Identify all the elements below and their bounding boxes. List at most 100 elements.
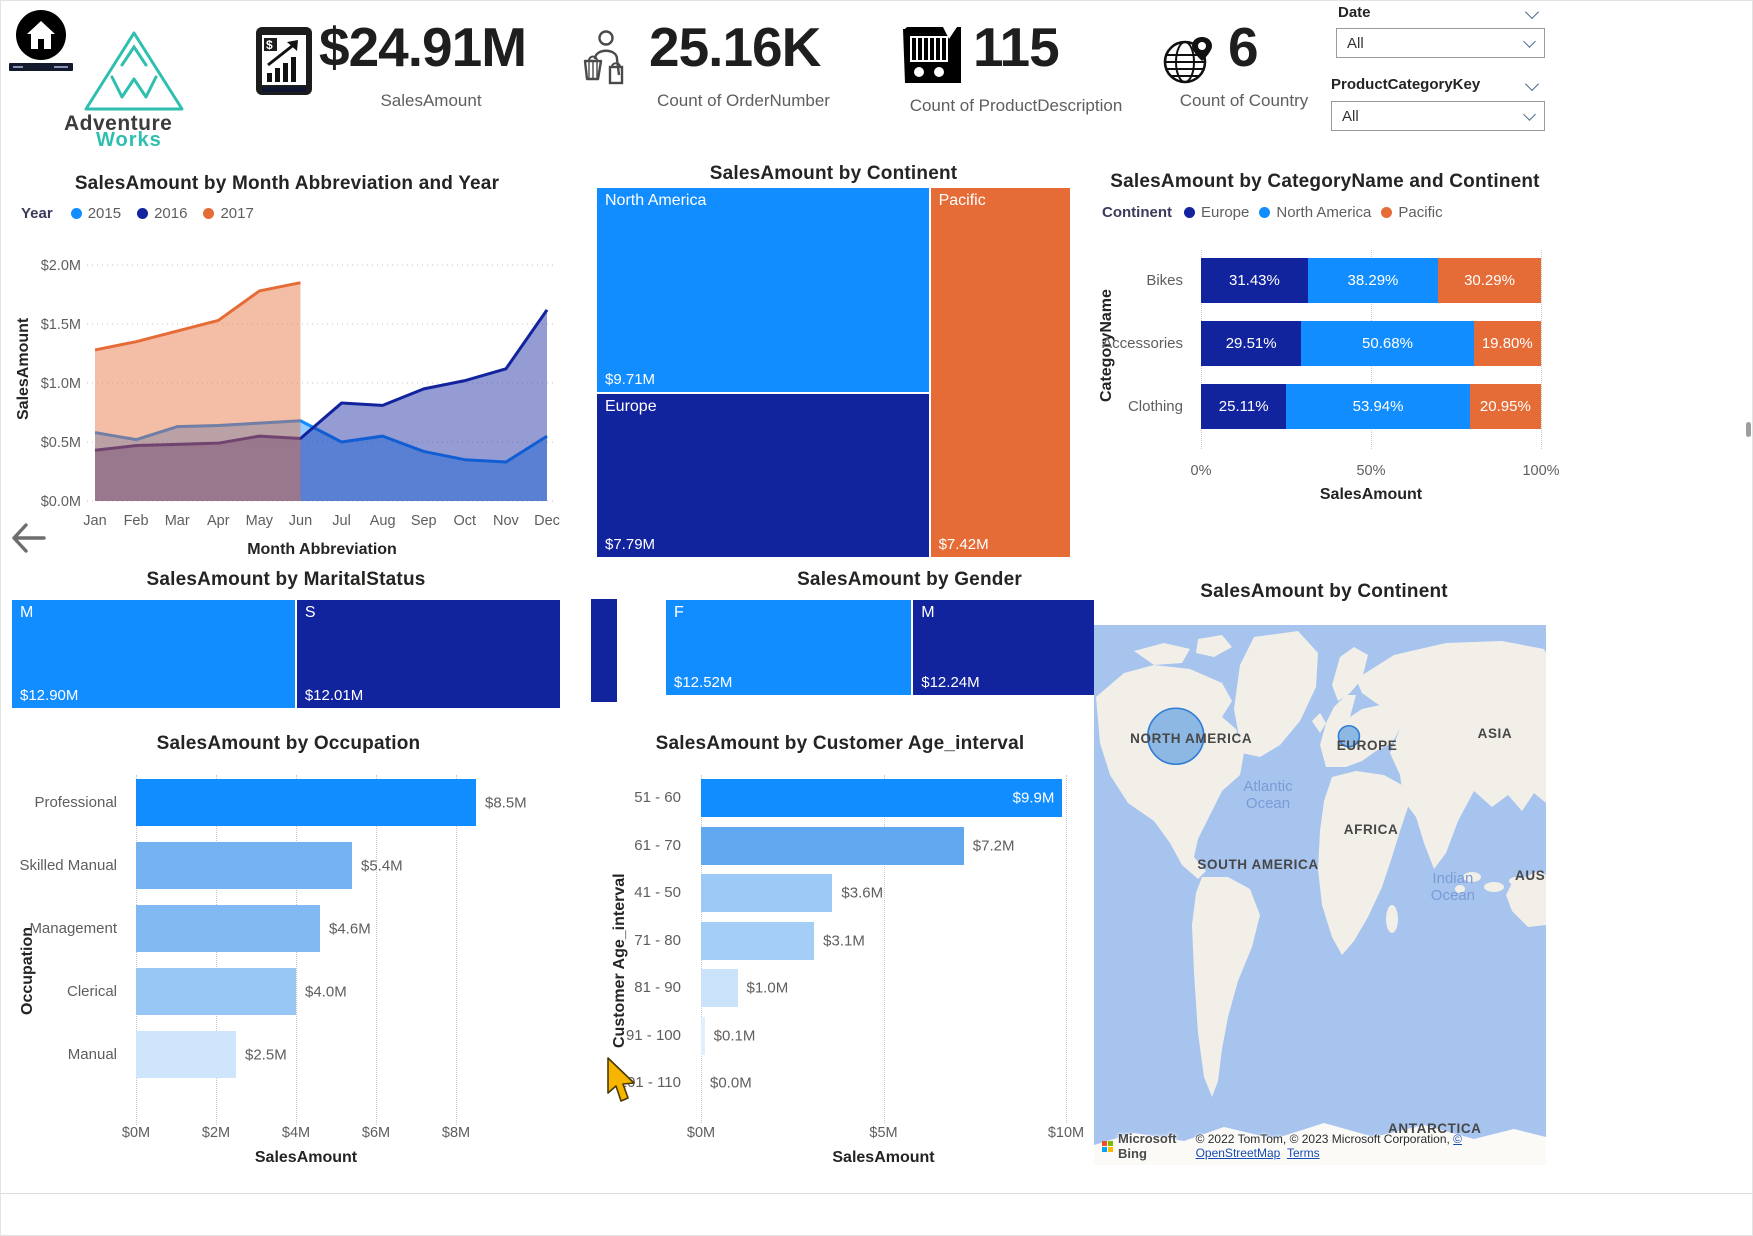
bar-41-50[interactable] — [701, 874, 833, 912]
y-tick: $1.5M — [41, 317, 81, 333]
bar-value: $7.2M — [972, 837, 1015, 854]
legend-title: Year — [21, 205, 53, 222]
map-frame[interactable]: NORTH AMERICA EUROPE ASIA Atlantic Ocean AFR… — [1094, 625, 1546, 1165]
nav-underline-bar — [9, 63, 73, 71]
treemap-block-value: $12.52M — [674, 674, 733, 691]
line-2015[interactable] — [94, 419, 548, 464]
bar-81-90[interactable] — [701, 969, 738, 1007]
copyright-text: © 2022 TomTom, © 2023 Microsoft Corporat… — [1195, 1132, 1454, 1146]
treemap: M $12.90M S $12.01M — [11, 599, 561, 709]
filter-date-value: All — [1347, 34, 1364, 52]
segment-accessories-pacific[interactable]: 19.80% — [1473, 321, 1541, 366]
treemap-block-europe[interactable]: Europe $7.79M — [596, 392, 930, 558]
home-button[interactable] — [15, 9, 67, 61]
legend-dot — [203, 208, 215, 219]
legend-label: Europe — [1200, 204, 1250, 221]
map-bubble-europe[interactable] — [1337, 724, 1361, 748]
bar-value: $8.5M — [484, 794, 527, 811]
area-fill-2016[interactable] — [95, 309, 547, 501]
x-tick: Dec — [534, 513, 560, 529]
treemap-block-pacific[interactable]: Pacific $7.42M — [929, 187, 1071, 558]
chevron-down-icon[interactable] — [1524, 76, 1540, 92]
area-fill-2017[interactable] — [95, 282, 301, 501]
y-tick: $0.0M — [41, 494, 81, 510]
kpi-value: 6 — [1228, 16, 1259, 78]
segment-accessories-europe[interactable]: 29.51% — [1201, 321, 1302, 366]
y-axis-title: Occupation — [19, 927, 36, 1016]
bing-logo: Microsoft Bing — [1102, 1131, 1196, 1161]
microsoft-logo-icon — [1102, 1140, 1113, 1152]
x-tick: Apr — [207, 513, 230, 529]
chart-title: SalesAmount by Customer Age_interval — [655, 733, 1025, 754]
treemap: F $12.52M M $12.24M — [665, 599, 1154, 696]
line-2017[interactable] — [94, 281, 301, 352]
bar-value: $3.1M — [823, 932, 865, 949]
bar-professional[interactable] — [136, 779, 476, 826]
stacked-bar-accessories: 29.51% 50.68% 19.80% — [1201, 321, 1541, 366]
bar-91-100[interactable] — [701, 1016, 705, 1055]
bar-clerical[interactable] — [136, 968, 296, 1015]
area-chart-plot[interactable]: $0.0M $0.5M $1.0M $1.5M $2.0M Jan Feb Mar Apr May… — [11, 235, 563, 535]
map-bubble-north-america[interactable] — [1147, 707, 1205, 766]
panel-sales-map: SalesAmount by Continent — [1094, 561, 1554, 1183]
legend-dot — [137, 208, 149, 219]
gridline — [1066, 775, 1067, 1123]
x-axis-ticks: 0% 50% 100% — [1191, 463, 1560, 481]
legend-item-north-america[interactable]: North America — [1259, 204, 1371, 221]
category-label-101-110: 101 - 110 — [618, 1074, 681, 1091]
bar-value: $3.6M — [841, 884, 884, 902]
bar-skilled-manual[interactable] — [136, 842, 352, 889]
chart-title: SalesAmount by Gender — [797, 569, 1022, 590]
treemap-block-label: North America — [605, 192, 707, 209]
legend-item-2017[interactable]: 2017 — [203, 205, 254, 222]
bar-management[interactable] — [136, 905, 320, 952]
bar-value: $4.6M — [329, 920, 371, 937]
category-label-91-100: 91 - 100 — [625, 1026, 681, 1044]
gridline — [1541, 250, 1542, 449]
legend-item-europe[interactable]: Europe — [1183, 204, 1250, 221]
openstreetmap-link[interactable]: © OpenStreetMap — [1195, 1132, 1462, 1160]
bar-value: $5.4M — [360, 857, 403, 874]
segment-clothing-pacific[interactable]: 20.95% — [1469, 384, 1541, 429]
legend-item-2015[interactable]: 2015 — [70, 205, 121, 222]
y-tick: $0.5M — [41, 435, 81, 451]
back-button[interactable] — [9, 521, 47, 555]
chevron-down-icon[interactable] — [1524, 4, 1540, 20]
filter-date-select[interactable]: All — [1336, 28, 1545, 58]
treemap-block-s[interactable]: S $12.01M — [295, 599, 561, 709]
panel-monthly-sales: SalesAmount by Month Abbreviation and Ye… — [11, 169, 563, 565]
treemap-block-north-america[interactable]: North America $9.71M — [596, 187, 930, 393]
line-2016[interactable] — [94, 308, 549, 452]
category-label-clerical: Clerical — [66, 982, 117, 1000]
panel-marital-treemap: SalesAmount by MaritalStatus M $12.90M S $1… — [11, 563, 561, 713]
bar-61-70[interactable] — [701, 826, 964, 865]
category-label-bikes: Bikes — [1146, 271, 1183, 289]
bar-row-professional: $8.5M — [136, 779, 556, 826]
bar-manual[interactable] — [136, 1031, 236, 1078]
bar-71-80[interactable] — [701, 921, 815, 960]
segment-clothing-europe[interactable]: 25.11% — [1201, 384, 1287, 429]
segment-bikes-north-america[interactable]: 38.29% — [1307, 258, 1439, 303]
bar-value: $1.0M — [746, 979, 789, 997]
scrollbar-thumb[interactable] — [1746, 422, 1751, 437]
terms-link[interactable]: Terms — [1286, 1146, 1320, 1160]
category-label-professional: Professional — [34, 793, 117, 811]
treemap-block-f[interactable]: F $12.52M — [665, 599, 913, 696]
logo-text-1: Adventure — [64, 112, 172, 135]
x-tick: Jul — [332, 513, 351, 529]
legend-item-pacific[interactable]: Pacific — [1381, 204, 1443, 221]
bar-51-60[interactable]: $9.9M — [701, 779, 1063, 817]
area-fill-2015[interactable] — [95, 420, 547, 501]
segment-clothing-north-america[interactable]: 53.94% — [1286, 384, 1470, 429]
segment-accessories-north-america[interactable]: 50.68% — [1301, 321, 1474, 366]
segment-bikes-europe[interactable]: 31.43% — [1201, 258, 1308, 303]
segment-bikes-pacific[interactable]: 30.29% — [1438, 258, 1542, 303]
treemap-block-m[interactable]: M $12.90M — [11, 599, 296, 709]
filter-category-select[interactable]: All — [1331, 101, 1545, 131]
svg-text:$: $ — [266, 38, 273, 52]
legend-item-2016[interactable]: 2016 — [137, 205, 187, 222]
treemap-block-value: $7.79M — [605, 535, 656, 553]
panel-age-interval: SalesAmount by Customer Age_interval Cus… — [599, 721, 1084, 1189]
bar-row-71-80: $3.1M — [701, 921, 1066, 960]
bar-chart-plot: $8.5M $5.4M $4.6M $4.0M $2.5M — [136, 775, 556, 1125]
